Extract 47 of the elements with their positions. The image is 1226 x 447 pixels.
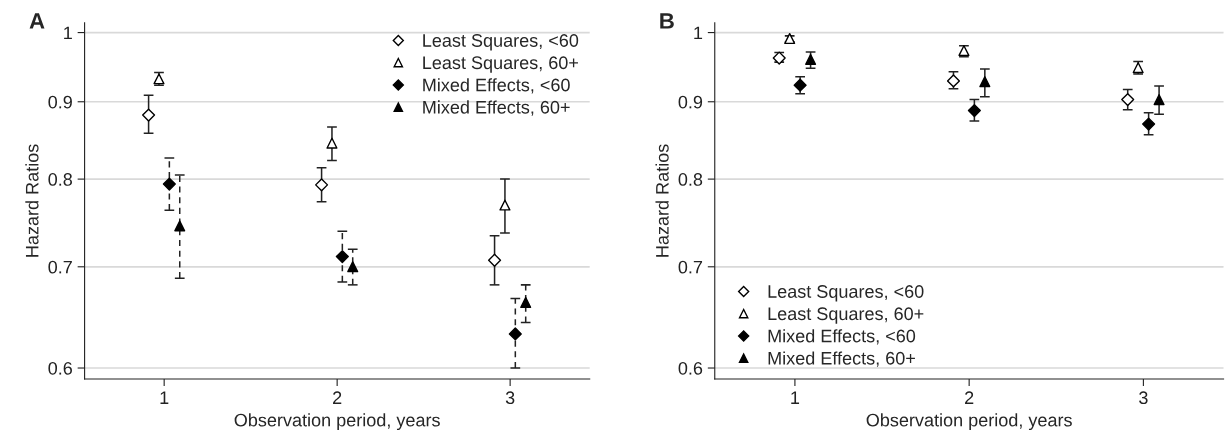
point: [335, 249, 349, 264]
y-tick-label: 0.7: [48, 260, 72, 274]
x-tick-label: 1: [791, 391, 800, 404]
x-tick-label: 3: [505, 391, 515, 405]
point: [967, 103, 981, 118]
x-axis-title: Observation period, years: [866, 413, 1072, 431]
y-tick-label: 0.9: [48, 95, 72, 109]
legend-label: Mixed Effects, <60: [768, 329, 916, 345]
point: [1153, 94, 1165, 106]
legend-label: Least Squares, <60: [423, 34, 579, 51]
legend-label: Mixed Effects, 60+: [768, 351, 915, 367]
point: [314, 178, 329, 192]
y-tick-label: 0.8: [678, 173, 703, 186]
point: [499, 199, 511, 211]
point: [347, 261, 359, 273]
point: [979, 76, 991, 88]
legend-label: Least Squares, 60+: [423, 56, 578, 73]
y-axis-title: Hazard Ratios: [655, 144, 669, 257]
legend-label: Least Squares, 60+: [768, 307, 924, 324]
y-tick-label: 1: [694, 26, 703, 40]
y-tick-label: 1: [64, 26, 72, 40]
legend-label: Mixed Effects, <60: [423, 78, 570, 94]
y-tick-label: 0.9: [678, 95, 703, 109]
x-tick-label: 3: [1139, 391, 1148, 405]
legend-label: Least Squares, <60: [768, 285, 924, 302]
point: [1121, 92, 1135, 107]
x-axis-title: Observation period, years: [234, 413, 440, 431]
x-tick-label: 2: [333, 391, 342, 404]
y-tick-label: 0.8: [48, 173, 73, 186]
point: [1142, 117, 1156, 131]
point: [487, 253, 502, 267]
chart-title: B: [660, 13, 674, 29]
point: [520, 296, 532, 309]
point: [142, 108, 156, 122]
x-tick-label: 1: [160, 391, 169, 404]
chart-title: A: [29, 13, 45, 29]
point: [162, 177, 176, 191]
y-tick-label: 0.6: [48, 361, 72, 375]
legend-label: Mixed Effects, 60+: [423, 100, 570, 116]
y-axis-title: Hazard Ratios: [25, 144, 39, 257]
point: [326, 137, 338, 149]
point: [508, 327, 522, 341]
point: [805, 53, 817, 65]
x-tick-label: 2: [965, 391, 974, 404]
y-tick-label: 0.6: [678, 361, 703, 375]
point: [174, 220, 186, 232]
y-tick-label: 0.7: [678, 260, 703, 274]
